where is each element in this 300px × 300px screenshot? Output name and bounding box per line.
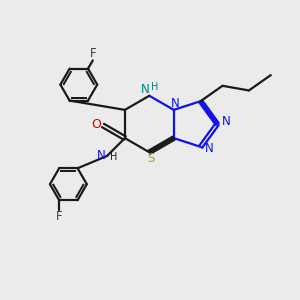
Text: F: F	[89, 47, 96, 60]
Text: N: N	[97, 149, 106, 162]
Text: N: N	[222, 115, 230, 128]
Text: S: S	[147, 152, 154, 165]
Text: N: N	[171, 97, 180, 110]
Text: H: H	[151, 82, 158, 92]
Text: O: O	[92, 118, 101, 131]
Text: N: N	[205, 142, 214, 155]
Text: F: F	[56, 210, 62, 223]
Text: H: H	[110, 152, 117, 162]
Text: N: N	[140, 83, 149, 96]
